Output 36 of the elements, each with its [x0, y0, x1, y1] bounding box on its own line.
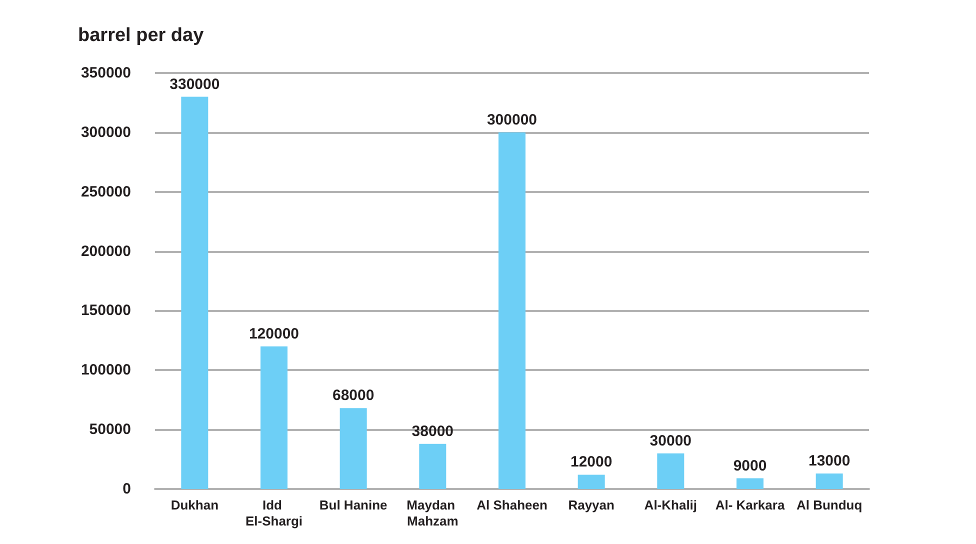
- data-label: 120000: [248, 325, 300, 342]
- bar: [498, 132, 526, 489]
- x-tick-label: Maydan Mahzam: [406, 498, 459, 528]
- data-label: 30000: [650, 432, 692, 450]
- bar: [181, 96, 208, 489]
- y-tick-label: 200000: [80, 242, 131, 260]
- bar: [419, 444, 446, 489]
- data-label: 68000: [332, 387, 374, 404]
- bar: [657, 453, 684, 489]
- x-tick-label: Al Bunduq: [796, 498, 862, 512]
- data-label: 330000: [170, 76, 220, 93]
- y-tick-label: 350000: [80, 64, 131, 82]
- bar: [816, 474, 843, 489]
- data-label: 38000: [412, 422, 454, 440]
- x-tick-label: Bul Hanine: [319, 498, 388, 512]
- y-tick-label: 300000: [80, 124, 131, 141]
- x-tick-label: Rayyan: [568, 498, 615, 512]
- x-tick-label: Idd El-Shargi: [245, 498, 303, 528]
- y-tick-label: 0: [122, 480, 131, 498]
- x-tick-label: Al- Karkara: [715, 498, 786, 512]
- data-label: 12000: [570, 454, 612, 471]
- data-label: 300000: [486, 111, 538, 128]
- bar: [578, 474, 605, 489]
- y-axis-title: barrel per day: [78, 25, 204, 46]
- data-label: 13000: [808, 452, 850, 470]
- y-tick-label: 250000: [80, 183, 131, 200]
- y-tick-label: 50000: [89, 421, 131, 438]
- x-tick-label: Al-Khalij: [644, 498, 698, 512]
- bar: [260, 346, 288, 489]
- data-label: 9000: [733, 457, 767, 474]
- y-tick-label: 100000: [80, 362, 131, 379]
- bar: [340, 408, 367, 489]
- x-tick-label: Al Shaheen: [476, 498, 548, 512]
- x-tick-label: Dukhan: [170, 498, 219, 512]
- bar: [736, 478, 764, 489]
- y-tick-label: 150000: [80, 302, 131, 320]
